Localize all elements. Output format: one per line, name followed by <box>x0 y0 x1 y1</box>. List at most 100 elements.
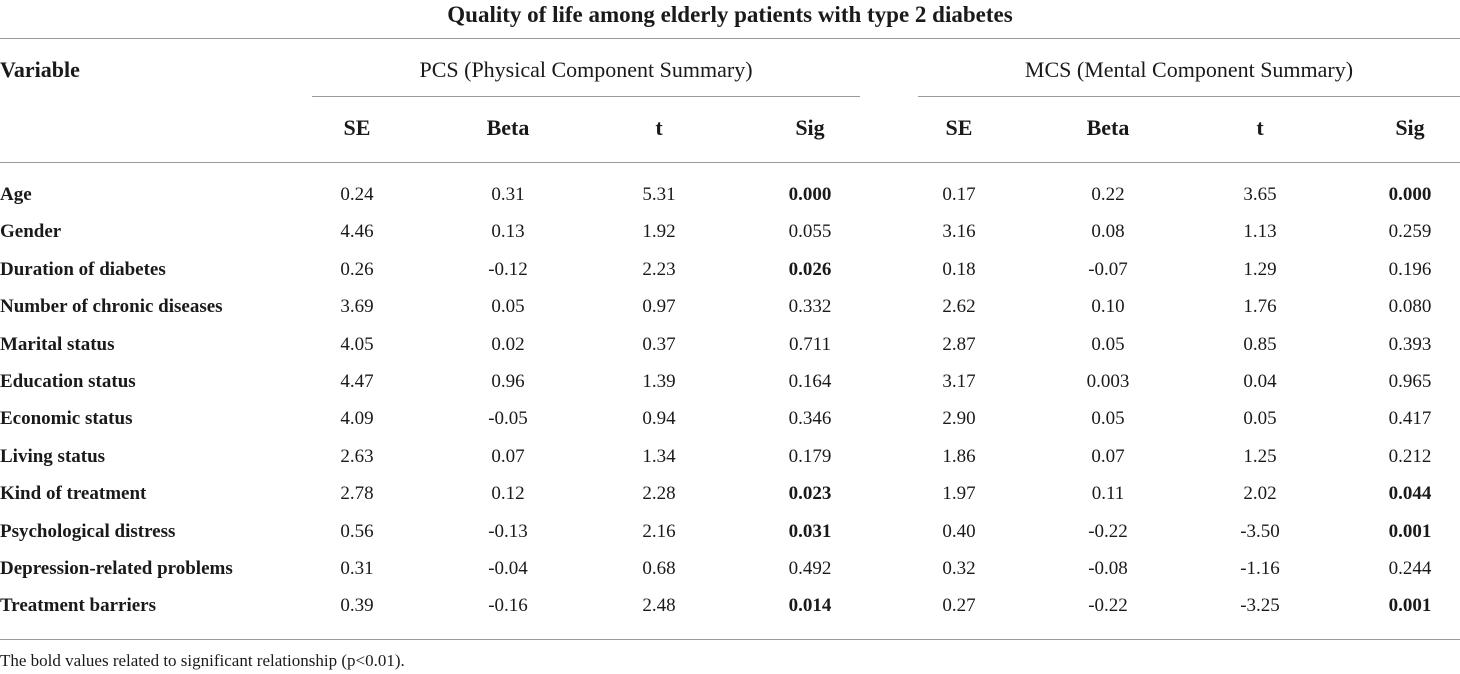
table-cell: 0.18 <box>942 259 976 280</box>
row-label: Duration of diabetes <box>0 259 166 280</box>
table-cell: 1.76 <box>1243 296 1277 317</box>
table-cell: 0.27 <box>942 595 976 616</box>
table-cell: 3.17 <box>942 371 976 392</box>
column-header-mcs-7: Sig <box>1395 115 1425 140</box>
row-label: Psychological distress <box>0 521 176 542</box>
column-header-mcs-5: Beta <box>1086 115 1130 140</box>
table-cell: 2.78 <box>340 483 374 504</box>
table-cell: 0.023 <box>788 483 832 504</box>
table-cell: 1.34 <box>642 446 676 467</box>
table-cell: 0.259 <box>1388 221 1432 242</box>
row-label: Living status <box>0 446 106 467</box>
table-title: Quality of life among elderly patients w… <box>447 2 1013 27</box>
table-cell: 0.965 <box>1388 371 1432 392</box>
table-cell: 0.13 <box>491 221 525 242</box>
table-cell: 0.044 <box>1388 483 1432 504</box>
table-cell: 0.080 <box>1388 296 1432 317</box>
pcs-group-rule <box>312 96 860 97</box>
table-cell: 0.17 <box>942 184 976 205</box>
table-cell: 0.031 <box>788 521 832 542</box>
table-cell: 2.16 <box>642 521 676 542</box>
table-cell: 1.92 <box>642 221 676 242</box>
table-cell: 0.07 <box>1091 446 1125 467</box>
table-cell: 0.68 <box>642 558 676 579</box>
table-cell: 0.05 <box>1091 408 1125 429</box>
column-header-pcs-1: Beta <box>486 115 530 140</box>
table-cell: -0.16 <box>488 595 528 616</box>
row-label: Marital status <box>0 334 115 355</box>
table-cell: 2.02 <box>1243 483 1277 504</box>
header-rule <box>0 162 1460 163</box>
table-cell: 3.65 <box>1243 184 1277 205</box>
top-rule <box>0 38 1460 39</box>
table-cell: 0.05 <box>491 296 525 317</box>
table-cell: -0.22 <box>1088 595 1128 616</box>
table-cell: 1.86 <box>942 446 976 467</box>
table-cell: 0.001 <box>1388 595 1432 616</box>
table-cell: 0.346 <box>788 408 832 429</box>
column-header-mcs-6: t <box>1256 115 1264 140</box>
table-cell: -0.07 <box>1088 259 1128 280</box>
table-cell: 0.11 <box>1091 483 1125 504</box>
table-cell: 5.31 <box>642 184 676 205</box>
column-header-pcs-2: t <box>655 115 663 140</box>
row-label: Gender <box>0 221 62 242</box>
table-cell: 0.711 <box>788 334 832 355</box>
mcs-group-header: MCS (Mental Component Summary) <box>1024 57 1354 82</box>
table-cell: 0.08 <box>1091 221 1125 242</box>
variable-header: Variable <box>0 57 80 82</box>
table-cell: 2.48 <box>642 595 676 616</box>
row-label: Treatment barriers <box>0 595 156 616</box>
table-cell: 0.05 <box>1091 334 1125 355</box>
row-label: Education status <box>0 371 136 392</box>
table-cell: 0.212 <box>1388 446 1432 467</box>
table-cell: 0.014 <box>788 595 832 616</box>
table-cell: 2.63 <box>340 446 374 467</box>
table-cell: -1.16 <box>1240 558 1280 579</box>
table-cell: 1.97 <box>942 483 976 504</box>
table-cell: 0.02 <box>491 334 525 355</box>
table-cell: -3.25 <box>1240 595 1280 616</box>
table-cell: 2.87 <box>942 334 976 355</box>
table-cell: 0.32 <box>942 558 976 579</box>
table-cell: 0.492 <box>788 558 832 579</box>
table-cell: 0.94 <box>642 408 676 429</box>
table-cell: 0.07 <box>491 446 525 467</box>
table-cell: 0.12 <box>491 483 525 504</box>
table-cell: -3.50 <box>1240 521 1280 542</box>
bottom-rule <box>0 639 1460 640</box>
table-cell: 0.026 <box>788 259 832 280</box>
table-cell: -0.12 <box>488 259 528 280</box>
row-label: Depression-related problems <box>0 558 233 579</box>
table-cell: 1.25 <box>1243 446 1277 467</box>
table-cell: 0.37 <box>642 334 676 355</box>
mcs-group-rule <box>918 96 1460 97</box>
table-cell: 4.47 <box>340 371 374 392</box>
table-cell: -0.05 <box>488 408 528 429</box>
table-cell: 3.16 <box>942 221 976 242</box>
table-cell: 0.000 <box>1388 184 1432 205</box>
table-cell: 0.85 <box>1243 334 1277 355</box>
table-cell: 1.13 <box>1243 221 1277 242</box>
table-cell: 0.000 <box>788 184 832 205</box>
table-cell: 2.28 <box>642 483 676 504</box>
table-cell: 0.31 <box>491 184 525 205</box>
table-cell: 0.10 <box>1091 296 1125 317</box>
table-cell: 2.90 <box>942 408 976 429</box>
table-cell: 0.40 <box>942 521 976 542</box>
row-label: Number of chronic diseases <box>0 296 223 317</box>
table-cell: -0.13 <box>488 521 528 542</box>
table-cell: 0.244 <box>1388 558 1432 579</box>
table-cell: 3.69 <box>340 296 374 317</box>
table-cell: 2.62 <box>942 296 976 317</box>
table-cell: 2.23 <box>642 259 676 280</box>
row-label: Kind of treatment <box>0 483 147 504</box>
table-cell: 0.56 <box>340 521 374 542</box>
row-label: Age <box>0 184 32 205</box>
table-cell: 0.393 <box>1388 334 1432 355</box>
table-cell: -0.22 <box>1088 521 1128 542</box>
table-cell: 4.05 <box>340 334 374 355</box>
table-cell: 0.05 <box>1243 408 1277 429</box>
table-cell: 0.001 <box>1388 521 1432 542</box>
